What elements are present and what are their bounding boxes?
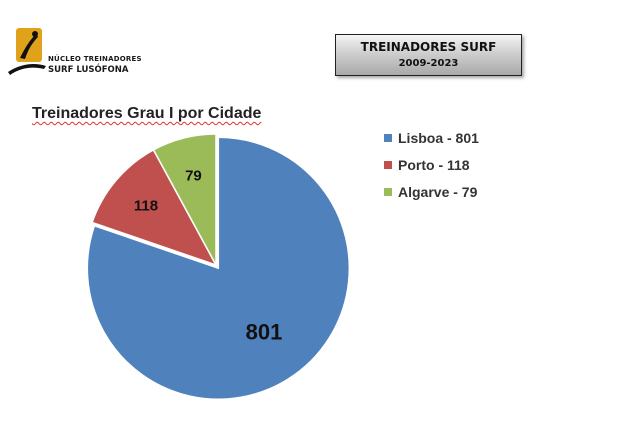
legend-label-lisboa: Lisboa - 801	[398, 129, 479, 146]
legend-swatch-lisboa	[384, 133, 392, 142]
data-label-porto: 118	[134, 197, 158, 214]
legend-swatch-algarve	[384, 187, 392, 196]
legend-label-porto: Porto - 118	[398, 156, 470, 173]
logo-line1: NÚCLEO TREINADORES	[48, 55, 142, 63]
logo-line2: SURF LUSÓFONA	[48, 65, 129, 75]
title-box-years: 2009-2023	[398, 58, 459, 69]
legend-item-algarve: Algarve - 79	[384, 178, 479, 205]
data-label-algarve: 79	[185, 168, 202, 185]
logo: NÚCLEO TREINADORES SURF LUSÓFONA	[8, 28, 158, 80]
legend-swatch-porto	[384, 160, 392, 169]
pie-slice-lisboa	[86, 136, 351, 400]
surfer-logo-icon	[8, 28, 46, 75]
legend-item-porto: Porto - 118	[384, 151, 479, 178]
pie-slice-porto	[91, 148, 218, 267]
chart-title: Treinadores Grau I por Cidade	[32, 105, 262, 122]
pie-slice-algarve	[152, 133, 217, 266]
legend-label-algarve: Algarve - 79	[398, 183, 478, 200]
title-box: TREINADORES SURF 2009-2023	[335, 34, 522, 76]
title-box-title: TREINADORES SURF	[360, 40, 497, 54]
legend: Lisboa - 801 Porto - 118 Algarve - 79	[384, 124, 479, 205]
legend-item-lisboa: Lisboa - 801	[384, 124, 479, 151]
data-label-lisboa: 801	[246, 320, 283, 345]
